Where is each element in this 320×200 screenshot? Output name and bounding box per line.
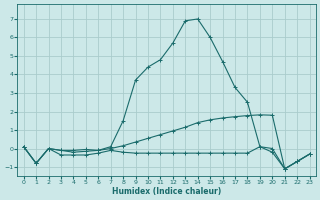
X-axis label: Humidex (Indice chaleur): Humidex (Indice chaleur) — [112, 187, 221, 196]
